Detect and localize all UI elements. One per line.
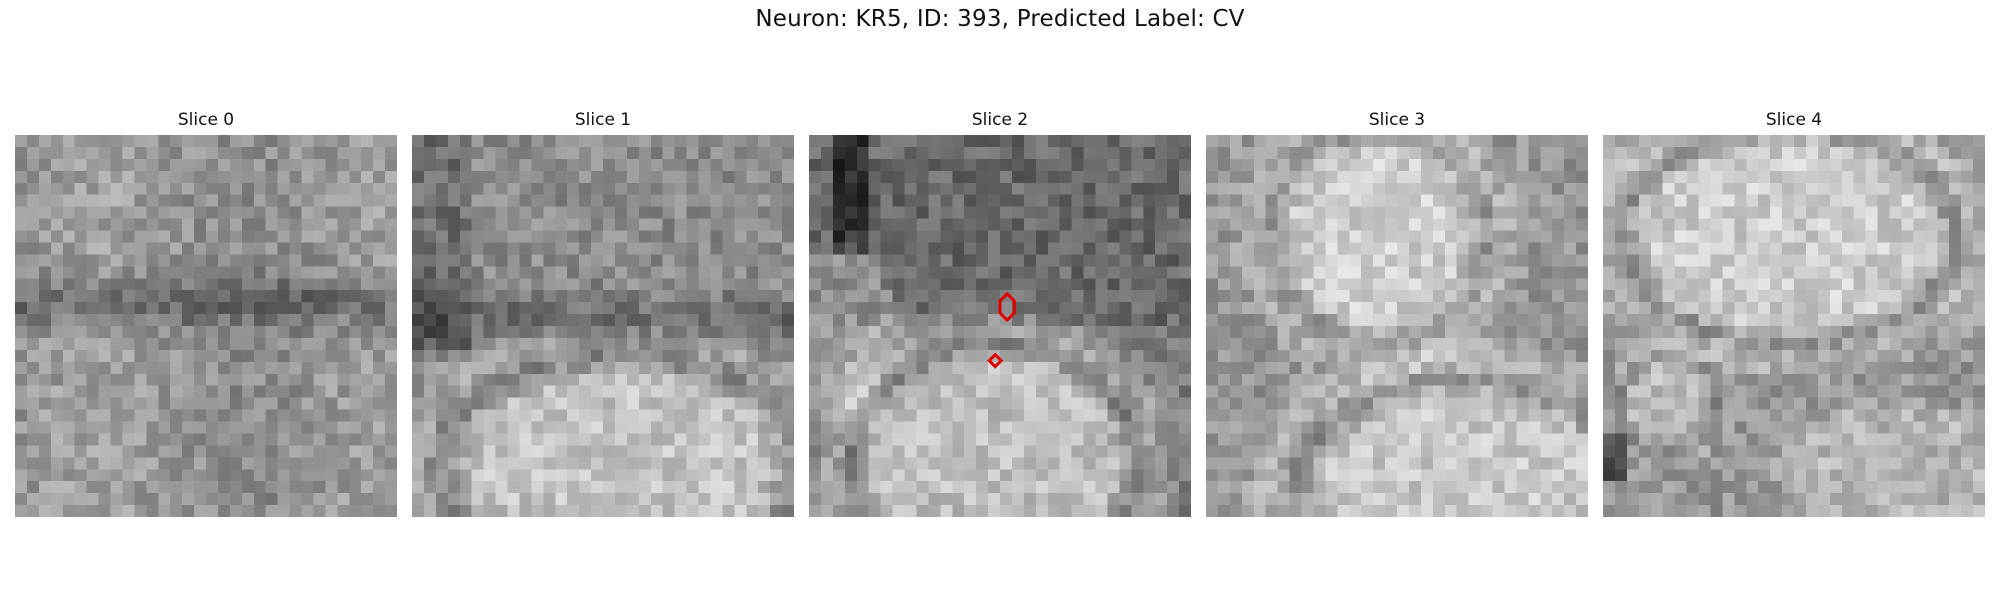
slice-pixels-4 bbox=[1603, 135, 1985, 517]
slice-panel-4: Slice 4 bbox=[1603, 110, 1985, 520]
slice-pixels-2 bbox=[809, 135, 1191, 517]
slice-panel-3: Slice 3 bbox=[1206, 110, 1588, 520]
slice-image-2 bbox=[809, 135, 1191, 517]
slice-title-4: Slice 4 bbox=[1765, 110, 1823, 130]
slice-image-1 bbox=[412, 135, 794, 517]
slice-image-0 bbox=[15, 135, 397, 517]
slice-image-3 bbox=[1206, 135, 1588, 517]
slice-panel-1: Slice 1 bbox=[412, 110, 794, 520]
figure-title: Neuron: KR5, ID: 393, Predicted Label: C… bbox=[755, 6, 1245, 32]
slice-pixels-1 bbox=[412, 135, 794, 517]
slice-title-3: Slice 3 bbox=[1368, 110, 1426, 130]
slice-image-4 bbox=[1603, 135, 1985, 517]
slice-panel-0: Slice 0 bbox=[15, 110, 397, 520]
slice-pixels-3 bbox=[1206, 135, 1588, 517]
slice-panel-2: Slice 2 bbox=[809, 110, 1191, 520]
slice-title-2: Slice 2 bbox=[971, 110, 1029, 130]
slice-title-1: Slice 1 bbox=[574, 110, 632, 130]
red-outline-upper bbox=[998, 291, 1016, 323]
red-outline-lower bbox=[987, 352, 1004, 369]
slice-pixels-0 bbox=[15, 135, 397, 517]
slice-title-0: Slice 0 bbox=[177, 110, 235, 130]
